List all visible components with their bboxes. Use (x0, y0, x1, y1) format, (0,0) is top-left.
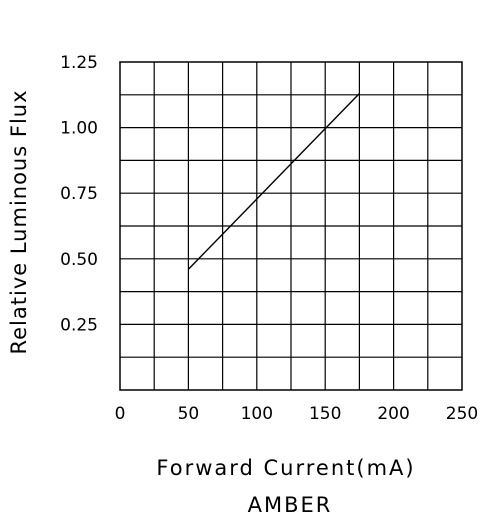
chart-subtitle: AMBER (248, 493, 333, 517)
x-tick-label: 200 (377, 404, 409, 424)
x-tick-label: 250 (446, 404, 478, 424)
x-tick-label: 100 (241, 404, 273, 424)
y-tick-labels: 0.25 0.50 0.75 1.00 1.25 (60, 53, 98, 335)
series-layer (187, 92, 360, 270)
y-tick-label: 1.00 (60, 119, 98, 139)
y-tick-label: 0.75 (60, 184, 98, 204)
series-line-0 (187, 92, 360, 270)
grid (120, 62, 462, 390)
y-tick-label: 0.50 (60, 250, 98, 270)
x-tick-label: 0 (115, 404, 126, 424)
x-tick-label: 50 (178, 404, 200, 424)
x-tick-label: 150 (309, 404, 341, 424)
y-tick-label: 0.25 (60, 315, 98, 335)
x-axis-label: Forward Current(mA) (156, 456, 415, 480)
x-tick-labels: 0 50 100 150 200 250 (115, 404, 479, 424)
plot-frame (119, 61, 463, 391)
y-axis-label: Relative Luminous Flux (7, 89, 31, 354)
y-tick-label: 1.25 (60, 53, 98, 73)
